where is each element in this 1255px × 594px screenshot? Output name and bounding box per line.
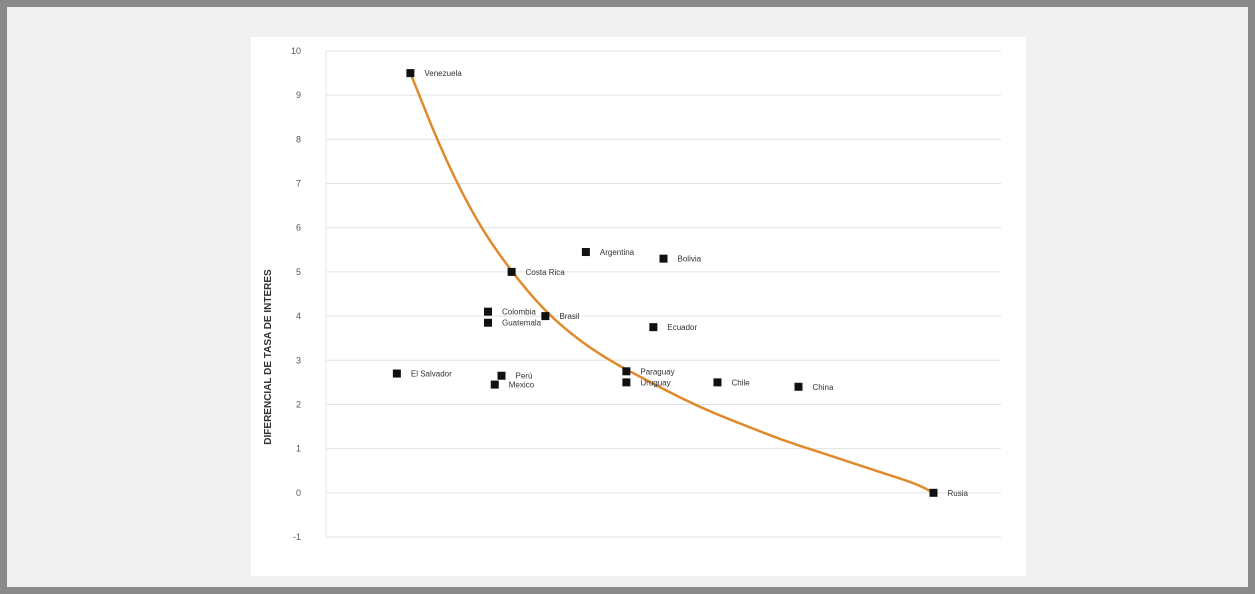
data-point: [794, 382, 803, 391]
point-label: China: [813, 383, 834, 392]
point-label: Guatemala: [502, 319, 542, 328]
point-label: Brasil: [559, 312, 579, 321]
data-point: [406, 69, 415, 78]
point-label: Rusia: [948, 489, 969, 498]
chart-panel: 10 9 8 7 6 5 4 3 2 1 0 -1 Venezuela El Salvador Colom…: [251, 37, 1026, 576]
y-tick-label: 4: [296, 311, 301, 321]
point-label: Venezuela: [424, 69, 462, 78]
y-tick-label: 3: [296, 355, 301, 365]
data-point: [484, 318, 492, 327]
y-tick-label: -1: [293, 532, 301, 542]
y-tick-label: 1: [296, 444, 301, 454]
point-label: Uruguay: [640, 378, 670, 387]
y-tick-label: 0: [296, 488, 301, 498]
data-point: [490, 380, 499, 389]
data-point: [507, 267, 516, 276]
point-labels: Venezuela El Salvador Colombia Guatemala Mex…: [411, 69, 969, 498]
data-point: [659, 254, 668, 263]
data-point: [497, 371, 506, 380]
data-point: [581, 248, 590, 257]
point-label: Paraguay: [640, 367, 674, 376]
data-point: [541, 312, 550, 321]
point-label: Argentina: [600, 248, 635, 257]
y-tick-label: 6: [296, 223, 301, 233]
data-point: [622, 367, 631, 376]
y-tick-label: 7: [296, 179, 301, 189]
y-axis-label: DIFERENCIAL DE TASA DE INTERES: [263, 269, 274, 445]
y-tick-label: 5: [296, 267, 301, 277]
point-label: Costa Rica: [526, 268, 566, 277]
data-point: [622, 378, 631, 387]
point-label: Chile: [732, 378, 751, 387]
y-tick-label: 2: [296, 399, 301, 409]
data-point: [929, 488, 938, 497]
y-tick-label: 9: [296, 90, 301, 100]
point-label: Perú: [516, 372, 533, 381]
data-point: [713, 378, 722, 387]
point-label: Bolivia: [678, 255, 702, 264]
point-label: Ecuador: [667, 323, 697, 332]
data-point: [484, 307, 492, 316]
data-point: [649, 323, 658, 332]
data-point: [392, 369, 401, 378]
point-label: El Salvador: [411, 370, 452, 379]
grid-layer: [325, 50, 1001, 538]
data-points: [392, 69, 938, 497]
y-tick-label: 8: [296, 134, 301, 144]
point-label: Colombia: [502, 308, 536, 317]
trendline: [409, 72, 935, 494]
point-label: Mexico: [509, 381, 535, 390]
y-tick-label: 10: [291, 46, 301, 56]
